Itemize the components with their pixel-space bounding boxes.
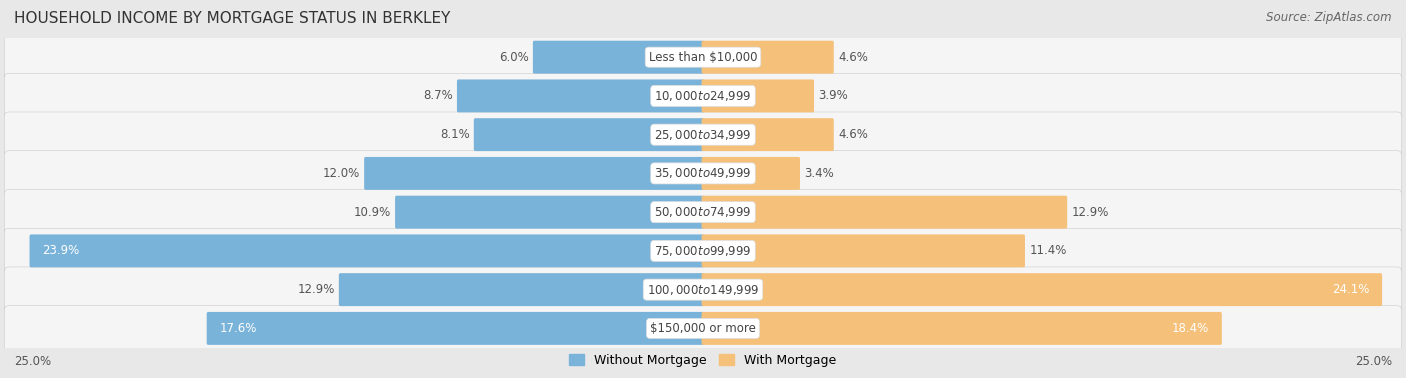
Text: 6.0%: 6.0%	[499, 51, 529, 64]
FancyBboxPatch shape	[30, 234, 704, 267]
Text: 25.0%: 25.0%	[14, 355, 51, 368]
Text: $50,000 to $74,999: $50,000 to $74,999	[654, 205, 752, 219]
FancyBboxPatch shape	[4, 112, 1402, 157]
Text: $25,000 to $34,999: $25,000 to $34,999	[654, 128, 752, 142]
FancyBboxPatch shape	[702, 79, 814, 112]
FancyBboxPatch shape	[457, 79, 704, 112]
FancyBboxPatch shape	[4, 34, 1402, 80]
Text: $100,000 to $149,999: $100,000 to $149,999	[647, 283, 759, 297]
Text: 10.9%: 10.9%	[354, 206, 391, 218]
FancyBboxPatch shape	[702, 312, 1222, 345]
FancyBboxPatch shape	[4, 189, 1402, 235]
FancyBboxPatch shape	[702, 196, 1067, 229]
Text: 8.7%: 8.7%	[423, 90, 453, 102]
Text: Less than $10,000: Less than $10,000	[648, 51, 758, 64]
Text: 18.4%: 18.4%	[1173, 322, 1209, 335]
FancyBboxPatch shape	[702, 118, 834, 151]
Text: $10,000 to $24,999: $10,000 to $24,999	[654, 89, 752, 103]
FancyBboxPatch shape	[4, 267, 1402, 312]
FancyBboxPatch shape	[702, 157, 800, 190]
Text: 12.9%: 12.9%	[297, 283, 335, 296]
FancyBboxPatch shape	[395, 196, 704, 229]
FancyBboxPatch shape	[4, 228, 1402, 274]
Text: 3.4%: 3.4%	[804, 167, 834, 180]
Text: 12.0%: 12.0%	[323, 167, 360, 180]
Text: 12.9%: 12.9%	[1071, 206, 1109, 218]
Text: 23.9%: 23.9%	[42, 245, 79, 257]
Text: Source: ZipAtlas.com: Source: ZipAtlas.com	[1267, 11, 1392, 24]
FancyBboxPatch shape	[702, 41, 834, 74]
Text: 24.1%: 24.1%	[1331, 283, 1369, 296]
Text: 17.6%: 17.6%	[219, 322, 257, 335]
Legend: Without Mortgage, With Mortgage: Without Mortgage, With Mortgage	[564, 349, 842, 372]
Text: $75,000 to $99,999: $75,000 to $99,999	[654, 244, 752, 258]
Text: 3.9%: 3.9%	[818, 90, 848, 102]
FancyBboxPatch shape	[4, 306, 1402, 351]
Text: $150,000 or more: $150,000 or more	[650, 322, 756, 335]
FancyBboxPatch shape	[702, 273, 1382, 306]
FancyBboxPatch shape	[474, 118, 704, 151]
Text: 4.6%: 4.6%	[838, 51, 868, 64]
FancyBboxPatch shape	[207, 312, 704, 345]
Text: HOUSEHOLD INCOME BY MORTGAGE STATUS IN BERKLEY: HOUSEHOLD INCOME BY MORTGAGE STATUS IN B…	[14, 11, 450, 26]
FancyBboxPatch shape	[702, 234, 1025, 267]
FancyBboxPatch shape	[364, 157, 704, 190]
Text: 25.0%: 25.0%	[1355, 355, 1392, 368]
Text: 11.4%: 11.4%	[1029, 245, 1067, 257]
Text: 8.1%: 8.1%	[440, 128, 470, 141]
FancyBboxPatch shape	[533, 41, 704, 74]
FancyBboxPatch shape	[4, 73, 1402, 119]
FancyBboxPatch shape	[339, 273, 704, 306]
FancyBboxPatch shape	[4, 151, 1402, 196]
Text: $35,000 to $49,999: $35,000 to $49,999	[654, 166, 752, 180]
Text: 4.6%: 4.6%	[838, 128, 868, 141]
